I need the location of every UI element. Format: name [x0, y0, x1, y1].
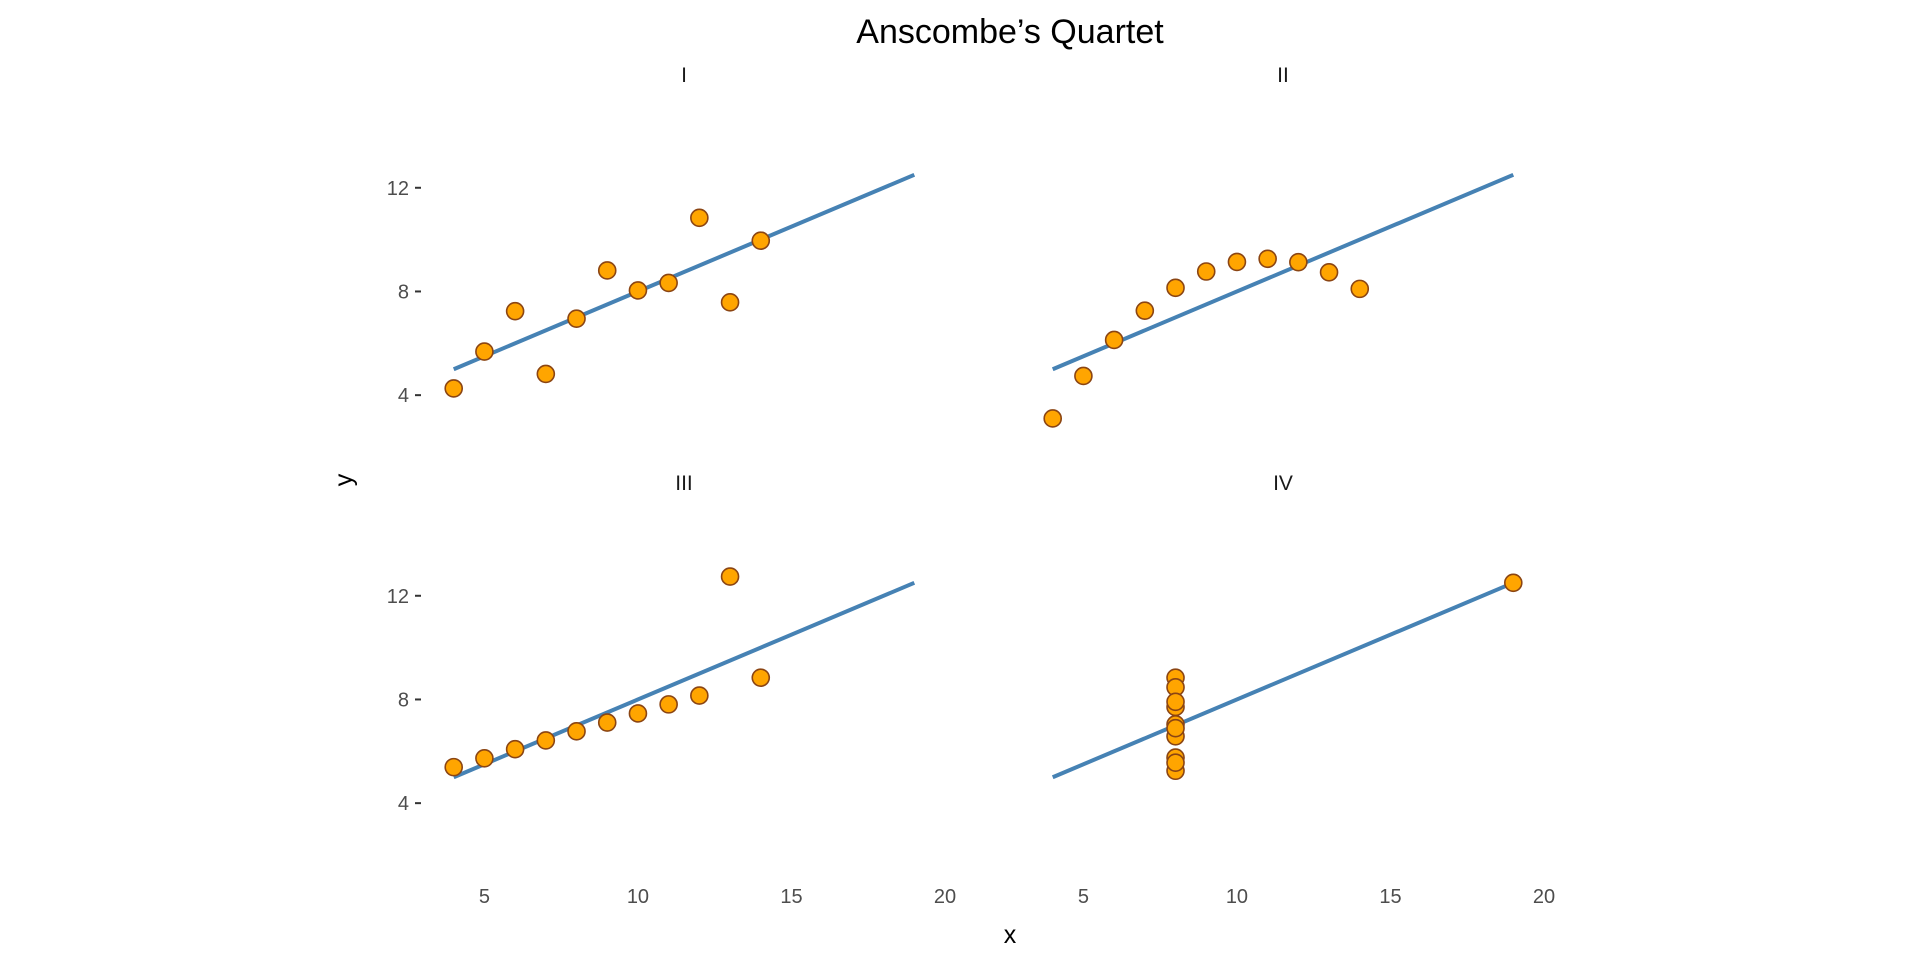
x-tick-label: 20	[1533, 886, 1555, 908]
data-point	[628, 704, 648, 723]
data-point	[1166, 718, 1185, 738]
panel-label: IV	[1273, 472, 1293, 495]
data-point	[1074, 366, 1093, 386]
data-point	[1166, 753, 1185, 773]
data-point	[505, 301, 525, 321]
data-point	[597, 261, 617, 280]
panel-1: I 4 8 12	[387, 64, 916, 407]
data-point	[505, 739, 525, 759]
x-tick-label: 20	[934, 886, 956, 908]
regression-line	[1051, 172, 1515, 372]
regression-line	[1051, 580, 1515, 780]
data-point	[475, 749, 494, 768]
data-point	[567, 722, 586, 741]
y-axis-label: y	[330, 473, 358, 486]
chart-title: Anscombe’s Quartet	[856, 13, 1164, 51]
x-tick-label: 5	[1078, 886, 1089, 908]
panel-label: I	[681, 64, 687, 87]
data-point	[690, 208, 709, 228]
panel-label: III	[675, 472, 693, 495]
y-tick-label: 8	[398, 281, 409, 303]
data-point	[1350, 279, 1370, 299]
data-point	[628, 281, 648, 300]
panel-2: II	[1043, 64, 1515, 428]
data-point	[567, 309, 586, 328]
regression-line	[452, 580, 916, 780]
data-point	[1104, 330, 1124, 350]
data-point	[720, 567, 740, 586]
data-point	[1135, 301, 1155, 320]
data-point	[659, 273, 678, 293]
x-tick-label: 10	[1226, 886, 1248, 908]
data-point	[1503, 573, 1523, 593]
data-point	[597, 713, 617, 732]
data-point	[1258, 249, 1277, 269]
data-point	[1043, 409, 1063, 428]
data-point	[1289, 252, 1308, 272]
y-tick-label: 12	[387, 586, 409, 608]
y-tick-label: 12	[387, 178, 409, 200]
panel-3: III 4 8 12 5 10 15 20	[387, 472, 956, 908]
data-point	[751, 668, 771, 687]
data-point	[751, 231, 771, 250]
data-point	[444, 757, 464, 777]
data-point	[659, 695, 678, 714]
data-point	[536, 731, 556, 750]
y-tick-label: 4	[398, 385, 409, 407]
data-point	[690, 686, 709, 705]
x-tick-label: 15	[1379, 886, 1401, 908]
x-tick-label: 5	[479, 886, 490, 908]
data-point	[1166, 278, 1185, 298]
data-point	[1196, 262, 1216, 281]
regression-line	[452, 172, 916, 372]
x-axis-label: x	[1004, 921, 1017, 949]
data-point	[1166, 692, 1185, 712]
data-point	[1227, 252, 1247, 272]
data-point	[536, 364, 556, 384]
data-point	[444, 379, 464, 398]
data-point	[1319, 262, 1339, 282]
panel-4: IV 5 10 15 20	[1051, 472, 1555, 908]
y-tick-label: 8	[398, 689, 409, 711]
data-point	[720, 293, 740, 312]
x-tick-label: 10	[627, 886, 649, 908]
y-tick-label: 4	[398, 793, 409, 815]
panel-label: II	[1277, 64, 1289, 87]
x-tick-label: 15	[780, 886, 802, 908]
data-point	[475, 342, 494, 361]
